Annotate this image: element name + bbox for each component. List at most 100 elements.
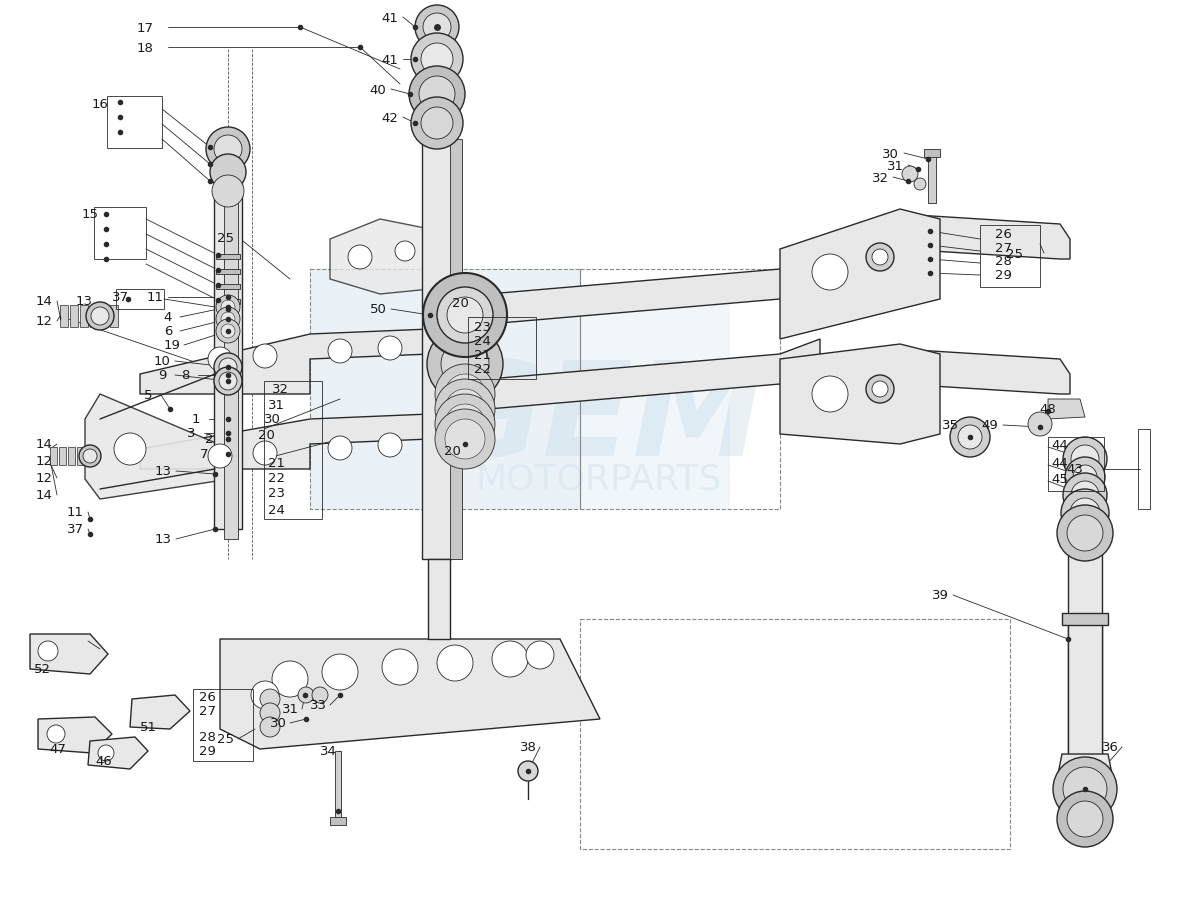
Polygon shape	[219, 639, 600, 749]
Circle shape	[866, 244, 894, 272]
Bar	[335, 751, 341, 821]
Circle shape	[421, 44, 453, 76]
Text: 37: 37	[112, 291, 128, 304]
Circle shape	[394, 242, 415, 262]
Circle shape	[329, 340, 353, 364]
Circle shape	[526, 641, 554, 669]
Circle shape	[221, 312, 235, 327]
Text: 13: 13	[155, 465, 171, 478]
Text: 34: 34	[320, 745, 337, 758]
Circle shape	[323, 655, 359, 690]
Text: 40: 40	[369, 83, 386, 97]
Bar	[1078, 545, 1096, 554]
Circle shape	[411, 98, 463, 150]
Text: 13: 13	[155, 533, 171, 546]
Polygon shape	[430, 340, 820, 414]
Circle shape	[445, 405, 486, 444]
Text: 46: 46	[96, 755, 113, 768]
Text: 45: 45	[1052, 473, 1068, 486]
Bar	[80, 305, 88, 328]
Circle shape	[219, 373, 237, 391]
Text: 51: 51	[139, 721, 157, 733]
Polygon shape	[781, 345, 940, 444]
Circle shape	[1028, 413, 1052, 436]
Text: 44: 44	[1052, 457, 1068, 470]
Bar	[110, 305, 118, 328]
Circle shape	[47, 725, 65, 743]
Circle shape	[902, 167, 918, 182]
Circle shape	[213, 368, 242, 396]
Bar	[330, 817, 347, 825]
Circle shape	[1061, 489, 1109, 537]
Circle shape	[114, 433, 146, 465]
Text: 50: 50	[369, 303, 386, 316]
Text: 13: 13	[76, 295, 92, 308]
Polygon shape	[1048, 399, 1085, 420]
Text: 9: 9	[158, 369, 167, 382]
Polygon shape	[900, 215, 1070, 260]
Text: 4: 4	[164, 312, 173, 324]
Bar	[216, 300, 240, 304]
Circle shape	[445, 389, 486, 430]
Text: 2: 2	[205, 433, 213, 446]
Bar	[224, 200, 237, 539]
Bar	[928, 154, 936, 204]
Bar	[1048, 438, 1104, 491]
Circle shape	[436, 288, 493, 344]
Text: 19: 19	[163, 340, 180, 352]
Text: 1: 1	[192, 413, 200, 426]
Text: 35: 35	[941, 419, 958, 432]
Text: 20: 20	[452, 297, 469, 310]
Circle shape	[1073, 465, 1097, 489]
Text: 33: 33	[309, 699, 326, 712]
Text: 32: 32	[872, 172, 888, 184]
Text: 43: 43	[1067, 463, 1084, 476]
Circle shape	[914, 179, 926, 191]
Circle shape	[348, 246, 372, 270]
Circle shape	[866, 376, 894, 404]
Text: 24: 24	[474, 335, 490, 349]
Text: 31: 31	[267, 399, 284, 412]
Circle shape	[207, 444, 231, 469]
Circle shape	[260, 689, 281, 709]
Circle shape	[219, 358, 237, 377]
Circle shape	[378, 337, 402, 360]
Text: 6: 6	[164, 325, 173, 338]
Bar	[216, 255, 240, 260]
Circle shape	[216, 320, 240, 344]
Circle shape	[1053, 757, 1117, 821]
Text: 15: 15	[82, 209, 98, 221]
Polygon shape	[580, 290, 730, 509]
Circle shape	[210, 154, 246, 191]
Bar	[213, 150, 242, 529]
Bar	[924, 150, 940, 158]
Bar	[216, 284, 240, 290]
Circle shape	[1067, 801, 1103, 837]
Circle shape	[447, 298, 483, 333]
Bar	[68, 448, 76, 465]
Polygon shape	[900, 349, 1070, 395]
Circle shape	[1067, 516, 1103, 552]
Text: 42: 42	[381, 111, 398, 125]
Bar	[50, 448, 58, 465]
Circle shape	[1064, 473, 1107, 517]
Text: 41: 41	[381, 12, 398, 24]
Text: 47: 47	[49, 742, 66, 756]
Circle shape	[423, 274, 507, 358]
Text: 25: 25	[217, 231, 234, 244]
Bar	[60, 305, 68, 328]
Circle shape	[213, 354, 242, 382]
Circle shape	[445, 420, 486, 460]
Text: 12: 12	[36, 472, 53, 485]
Text: 20: 20	[444, 445, 460, 458]
Text: 30: 30	[264, 413, 281, 426]
Bar	[580, 270, 781, 509]
Bar	[1068, 619, 1102, 759]
Bar	[264, 382, 323, 519]
Text: 14: 14	[36, 438, 53, 451]
Circle shape	[812, 255, 848, 291]
Circle shape	[1071, 481, 1099, 509]
Text: 21: 21	[474, 349, 490, 362]
Circle shape	[91, 308, 109, 326]
Circle shape	[1064, 768, 1107, 811]
